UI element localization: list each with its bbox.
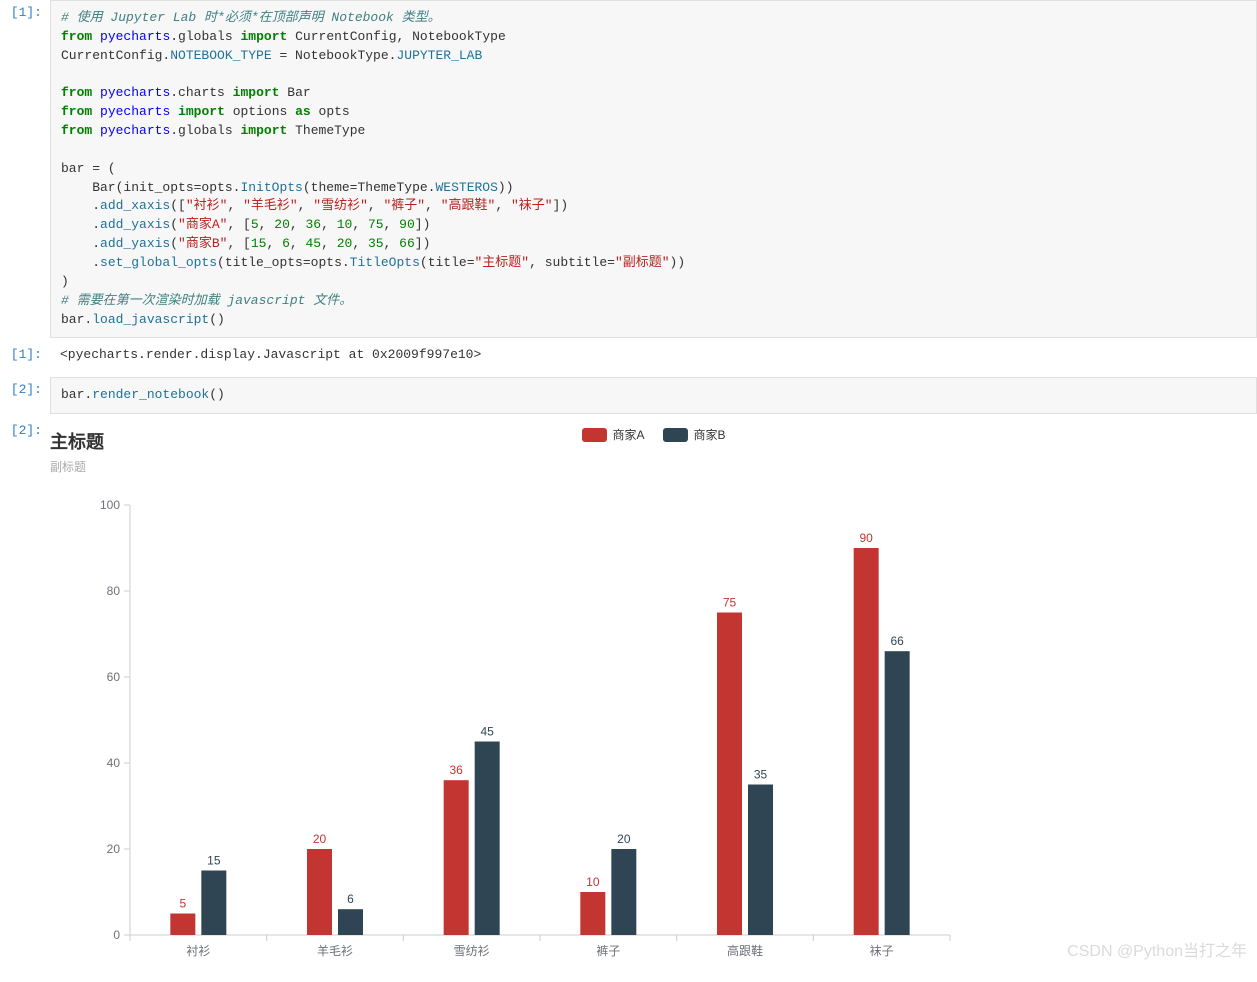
svg-text:6: 6 xyxy=(347,892,354,906)
svg-text:66: 66 xyxy=(890,634,904,648)
cell-in-1: [1]: # 使用 Jupyter Lab 时*必须*在顶部声明 Noteboo… xyxy=(0,0,1257,338)
cell-out-1: [1]: <pyecharts.render.display.Javascrip… xyxy=(0,342,1257,367)
bar[interactable] xyxy=(475,742,500,936)
bar[interactable] xyxy=(170,914,195,936)
chart-svg[interactable]: 0 20 40 60 80 100 衬衫 5 15 羊毛衫 20 6 雪纺衫 36 45 裤子 10 20 高跟鞋 7… xyxy=(50,495,990,975)
svg-text:100: 100 xyxy=(100,498,120,512)
prompt-in-1: [1]: xyxy=(0,0,50,338)
svg-text:雪纺衫: 雪纺衫 xyxy=(454,944,490,958)
cell-out-2: [2]: 主标题 副标题 商家A 商家B 0 20 40 60 80 100 衬衫 5 15 羊毛衫… xyxy=(0,418,1257,978)
legend-item[interactable]: 商家A xyxy=(581,426,644,443)
svg-text:45: 45 xyxy=(480,725,494,739)
svg-text:5: 5 xyxy=(179,897,186,911)
svg-text:90: 90 xyxy=(859,531,873,545)
svg-text:36: 36 xyxy=(449,763,463,777)
svg-text:35: 35 xyxy=(754,768,768,782)
code-input-1[interactable]: # 使用 Jupyter Lab 时*必须*在顶部声明 Notebook 类型。… xyxy=(50,0,1257,338)
code-line: # 使用 Jupyter Lab 时*必须*在顶部声明 Notebook 类型。 xyxy=(61,10,441,25)
legend-label: 商家B xyxy=(694,426,726,443)
svg-text:10: 10 xyxy=(586,875,600,889)
svg-text:20: 20 xyxy=(107,842,121,856)
bar[interactable] xyxy=(611,849,636,935)
legend-swatch xyxy=(663,428,688,442)
bar[interactable] xyxy=(580,892,605,935)
svg-text:羊毛衫: 羊毛衫 xyxy=(317,943,353,958)
chart-subtitle: 副标题 xyxy=(50,458,104,475)
svg-text:裤子: 裤子 xyxy=(596,944,620,958)
prompt-out-1: [1]: xyxy=(0,342,50,367)
legend-swatch xyxy=(581,428,606,442)
svg-text:衬衫: 衬衫 xyxy=(186,944,210,958)
chart-title: 主标题 xyxy=(50,428,104,454)
svg-text:0: 0 xyxy=(113,928,120,942)
svg-text:80: 80 xyxy=(107,584,121,598)
svg-text:15: 15 xyxy=(207,854,221,868)
svg-text:高跟鞋: 高跟鞋 xyxy=(727,943,763,958)
prompt-in-2: [2]: xyxy=(0,377,50,414)
svg-text:60: 60 xyxy=(107,670,121,684)
chart-body: 0 20 40 60 80 100 衬衫 5 15 羊毛衫 20 6 雪纺衫 36 45 裤子 10 20 高跟鞋 7… xyxy=(50,495,1257,978)
svg-text:75: 75 xyxy=(723,596,737,610)
output-text-1: <pyecharts.render.display.Javascript at … xyxy=(50,342,1257,367)
chart: 主标题 副标题 商家A 商家B 0 20 40 60 80 100 衬衫 5 15 羊毛衫 20 6 雪纺… xyxy=(50,418,1257,978)
bar[interactable] xyxy=(717,613,742,936)
svg-text:20: 20 xyxy=(617,832,631,846)
bar[interactable] xyxy=(201,871,226,936)
svg-text:袜子: 袜子 xyxy=(870,944,894,958)
svg-text:20: 20 xyxy=(313,832,327,846)
prompt-out-2: [2]: xyxy=(0,418,50,978)
cell-in-2: [2]: bar.render_notebook() xyxy=(0,377,1257,414)
bar[interactable] xyxy=(854,548,879,935)
legend-item[interactable]: 商家B xyxy=(663,426,726,443)
bar[interactable] xyxy=(338,909,363,935)
notebook: [1]: # 使用 Jupyter Lab 时*必须*在顶部声明 Noteboo… xyxy=(0,0,1257,978)
bar[interactable] xyxy=(885,651,910,935)
legend-label: 商家A xyxy=(612,426,644,443)
svg-text:40: 40 xyxy=(107,756,121,770)
chart-legend: 商家A 商家B xyxy=(581,426,725,443)
bar[interactable] xyxy=(307,849,332,935)
bar[interactable] xyxy=(444,780,469,935)
code-input-2[interactable]: bar.render_notebook() xyxy=(50,377,1257,414)
bar[interactable] xyxy=(748,785,773,936)
